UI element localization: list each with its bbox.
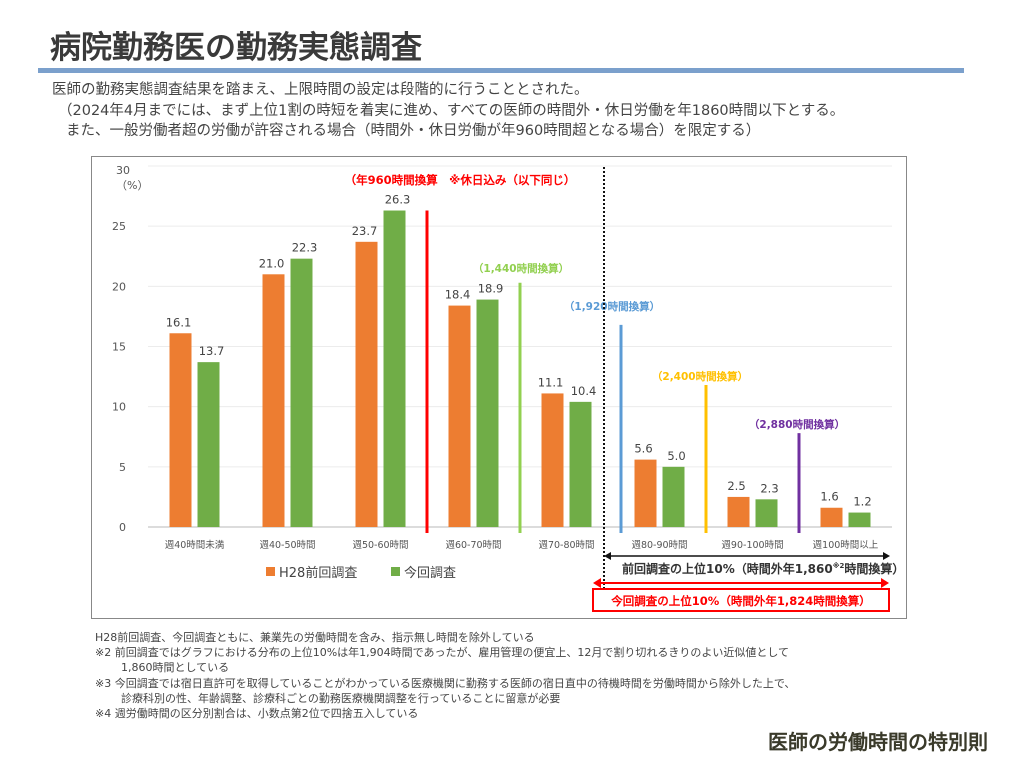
- intro-line-3: また、一般労働者超の労働が許容される場合（時間外・休日労働が年960時間超となる…: [66, 123, 761, 139]
- page-title: 病院勤務医の勤務実態調査: [50, 30, 422, 66]
- intro-text: 医師の勤務実態調査結果を踏まえ、上限時間の設定は段階的に行うこととされた。 （2…: [52, 80, 844, 142]
- intro-line-1: 医師の勤務実態調査結果を踏まえ、上限時間の設定は段階的に行うこととされた。: [52, 82, 589, 98]
- chart-frame: [91, 156, 907, 619]
- note-4: ※4 週労働時間の区分別割合は、小数点第2位で四捨五入している: [95, 707, 419, 721]
- note-3-line-2: 診療科別の性、年齢調整、診療科ごとの勤務医療機関調整を行っていることに留意が必要: [121, 691, 561, 705]
- note-3-line-1: ※3 今回調査では宿日直許可を取得していることがわかっている医療機関に勤務する医…: [95, 676, 796, 690]
- footer-title: 医師の労働時間の特別則: [768, 730, 988, 754]
- intro-line-2: （2024年4月までには、まず上位1割の時短を着実に進め、すべての医師の時間外・…: [58, 102, 845, 119]
- note-2-line-2: 1,860時間としている: [121, 661, 230, 675]
- note-1: H28前回調査、今回調査ともに、兼業先の労働時間を含み、指示無し時間を除外してい…: [95, 631, 535, 644]
- note-2-line-1: ※2 前回調査ではグラフにおける分布の上位10%は年1,904時間であったが、雇…: [95, 646, 789, 660]
- footnotes: H28前回調査、今回調査ともに、兼業先の労働時間を含み、指示無し時間を除外してい…: [95, 630, 795, 721]
- title-divider: [38, 68, 964, 73]
